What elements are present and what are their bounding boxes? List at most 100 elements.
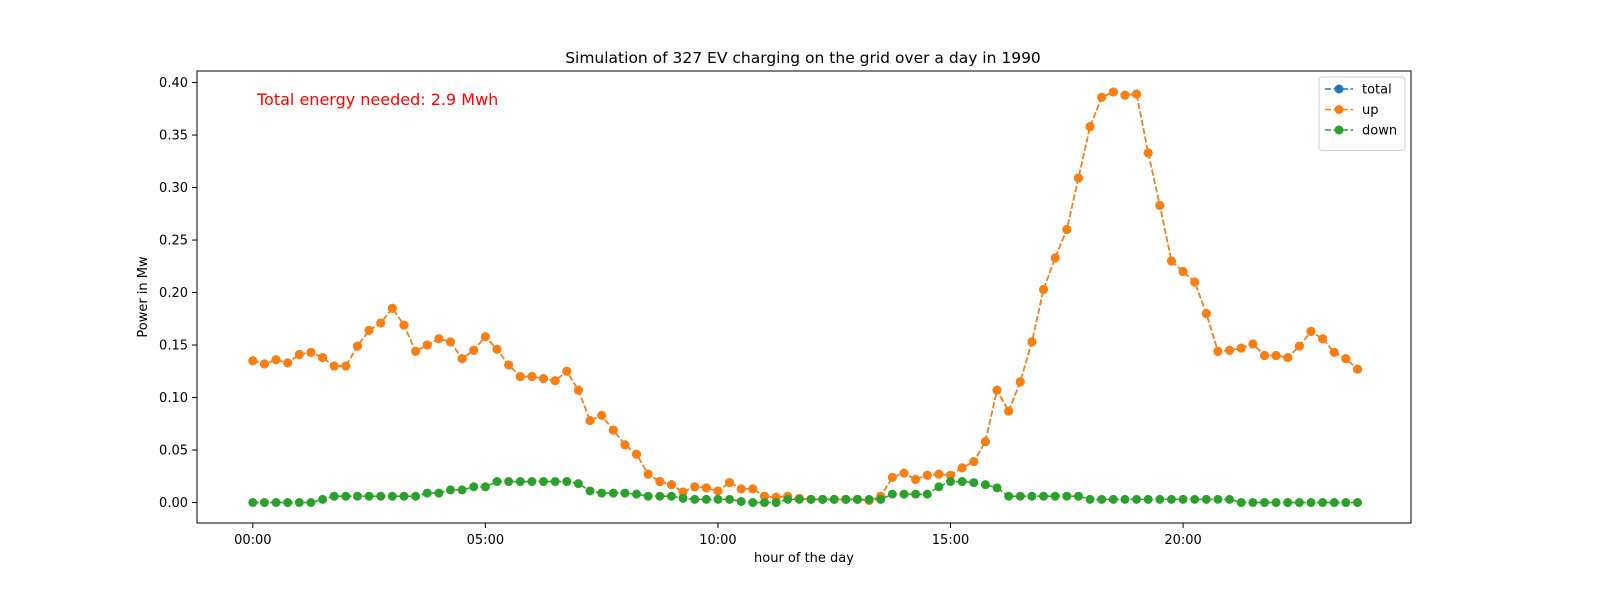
data-point-down [1353, 498, 1363, 508]
data-point-down [957, 477, 967, 487]
legend-item-down: down [1325, 124, 1397, 139]
data-point-up [1306, 326, 1316, 336]
data-point-down [1085, 494, 1095, 504]
y-tick-label: 0.40 [159, 76, 188, 91]
data-point-down [1143, 494, 1153, 504]
data-point-down [1341, 498, 1351, 508]
data-point-up [1015, 377, 1025, 387]
data-point-up [1283, 353, 1293, 363]
data-point-up [911, 474, 921, 484]
data-point-down [946, 477, 956, 487]
data-point-up [1329, 347, 1339, 357]
data-point-down [678, 493, 688, 503]
y-tick-label: 0.20 [159, 286, 188, 301]
data-point-down [550, 477, 560, 487]
data-point-down [1306, 498, 1316, 508]
data-point-up [608, 425, 618, 435]
data-point-down [620, 488, 630, 498]
data-point-down [748, 498, 758, 508]
data-point-down [306, 498, 316, 508]
legend: total up down [1318, 76, 1406, 151]
data-point-up [736, 484, 746, 494]
data-point-up [411, 346, 421, 356]
data-point-down [1190, 494, 1200, 504]
data-point-down [899, 489, 909, 499]
data-point-down [1015, 491, 1025, 501]
data-point-down [597, 488, 607, 498]
data-point-down [539, 477, 549, 487]
data-point-down [1294, 498, 1304, 508]
data-point-down [504, 477, 514, 487]
data-point-down [934, 482, 944, 492]
data-point-down [562, 477, 572, 487]
data-point-up [1143, 148, 1153, 158]
data-point-up [1271, 351, 1281, 361]
data-point-up [469, 345, 479, 355]
data-point-down [469, 482, 479, 492]
chart-title: Simulation of 327 EV charging on the gri… [565, 49, 1041, 67]
data-point-up [678, 487, 688, 497]
data-point-up [1259, 351, 1269, 361]
x-axis-label: hour of the day [754, 551, 854, 566]
data-point-down [980, 480, 990, 490]
legend-label-up: up [1362, 103, 1379, 118]
data-point-down [969, 478, 979, 488]
x-axis: 00:00 05:00 10:00 15:00 20:00 [234, 523, 1202, 548]
y-tick-label: 0.05 [159, 444, 188, 459]
series-layer [248, 87, 1363, 508]
data-point-up [1097, 92, 1107, 102]
data-point-up [527, 372, 537, 382]
data-point-up [550, 376, 560, 386]
data-point-down [294, 498, 304, 508]
data-point-down [806, 494, 816, 504]
data-point-down [783, 494, 793, 504]
data-point-down [829, 494, 839, 504]
data-point-down [492, 477, 502, 487]
y-tick-label: 0.30 [159, 181, 188, 196]
data-point-up [504, 360, 514, 370]
data-point-up [1236, 343, 1246, 353]
data-point-up [352, 341, 362, 351]
data-point-down [725, 494, 735, 504]
data-point-down [1073, 491, 1083, 501]
data-point-up [585, 416, 595, 426]
data-point-down [1329, 498, 1339, 508]
series-down [248, 477, 1363, 508]
data-point-down [841, 494, 851, 504]
data-point-down [736, 496, 746, 506]
data-point-up [655, 477, 665, 487]
data-point-up [248, 356, 258, 366]
data-point-down [515, 477, 525, 487]
data-point-up [376, 318, 386, 328]
data-point-up [1201, 309, 1211, 319]
legend-label-down: down [1362, 124, 1397, 139]
data-point-down [271, 498, 281, 508]
data-point-down [585, 486, 595, 496]
legend-label-total: total [1362, 83, 1392, 98]
data-point-up [1039, 284, 1049, 294]
data-point-up [492, 344, 502, 354]
legend-item-total: total [1325, 83, 1392, 98]
data-point-down [1050, 491, 1060, 501]
data-point-down [1259, 498, 1269, 508]
data-point-down [329, 491, 339, 501]
data-point-up [1225, 345, 1235, 355]
data-point-down [387, 491, 397, 501]
data-point-up [562, 366, 572, 376]
axes-frame [196, 70, 1412, 524]
data-point-down [364, 491, 374, 501]
x-tick-label: 10:00 [699, 533, 736, 548]
data-point-up [283, 358, 293, 368]
data-point-down [352, 491, 362, 501]
data-point-down [248, 498, 258, 508]
data-point-up [364, 325, 374, 335]
data-point-up [980, 437, 990, 447]
data-point-down [259, 498, 269, 508]
data-point-down [643, 491, 653, 501]
legend-item-up: up [1325, 103, 1379, 118]
data-point-down [794, 494, 804, 504]
data-point-up [934, 469, 944, 479]
data-point-down [608, 488, 618, 498]
y-tick-label: 0.25 [159, 234, 188, 249]
data-point-down [864, 494, 874, 504]
